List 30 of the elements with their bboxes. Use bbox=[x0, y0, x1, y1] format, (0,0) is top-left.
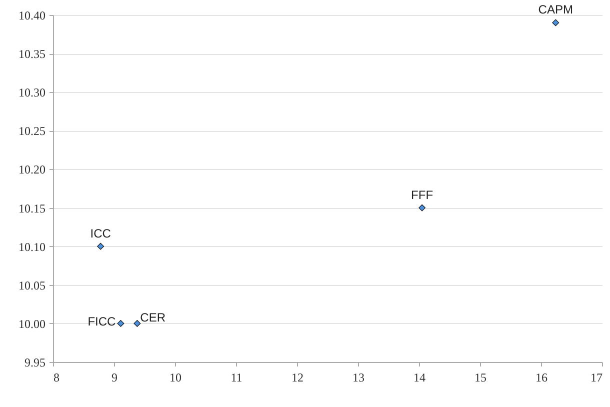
x-tick-label: 16 bbox=[536, 370, 548, 384]
point bbox=[117, 320, 124, 327]
x-tick-label: 11 bbox=[230, 370, 242, 384]
y-tick-label: 10.35 bbox=[18, 47, 46, 62]
x-tick-label: 12 bbox=[292, 370, 304, 384]
point bbox=[552, 19, 560, 26]
y-tick-label: 10.20 bbox=[18, 162, 46, 177]
y-tick-label: 10.05 bbox=[18, 278, 46, 292]
y-tick-label: 10.15 bbox=[18, 201, 46, 216]
annotation: FICC bbox=[88, 314, 116, 328]
x-tick-label: 9 bbox=[112, 370, 118, 384]
x-tick-label: 8 bbox=[54, 370, 60, 384]
y-tick-label: 10.25 bbox=[18, 124, 46, 138]
y-tick-label: 10.30 bbox=[18, 86, 46, 100]
y-tick-label: 10.00 bbox=[18, 316, 46, 331]
annotation: FFF bbox=[411, 188, 434, 202]
x-tick-label: 14 bbox=[414, 370, 426, 384]
x-tick-label: 17 bbox=[590, 370, 602, 384]
annotation: ICC bbox=[90, 226, 112, 240]
x-tick-label: 10 bbox=[170, 370, 182, 384]
x-tick-label: 13 bbox=[352, 370, 364, 384]
y-tick-label: 10.40 bbox=[18, 8, 46, 22]
annotation: CAPM bbox=[538, 2, 573, 17]
point bbox=[134, 320, 141, 327]
point bbox=[418, 204, 426, 212]
point bbox=[97, 242, 104, 250]
x-tick-label: 15 bbox=[474, 370, 486, 384]
y-tick-label: 9.95 bbox=[24, 356, 46, 370]
annotation: CER bbox=[140, 310, 166, 324]
y-tick-label: 10.10 bbox=[18, 240, 46, 254]
